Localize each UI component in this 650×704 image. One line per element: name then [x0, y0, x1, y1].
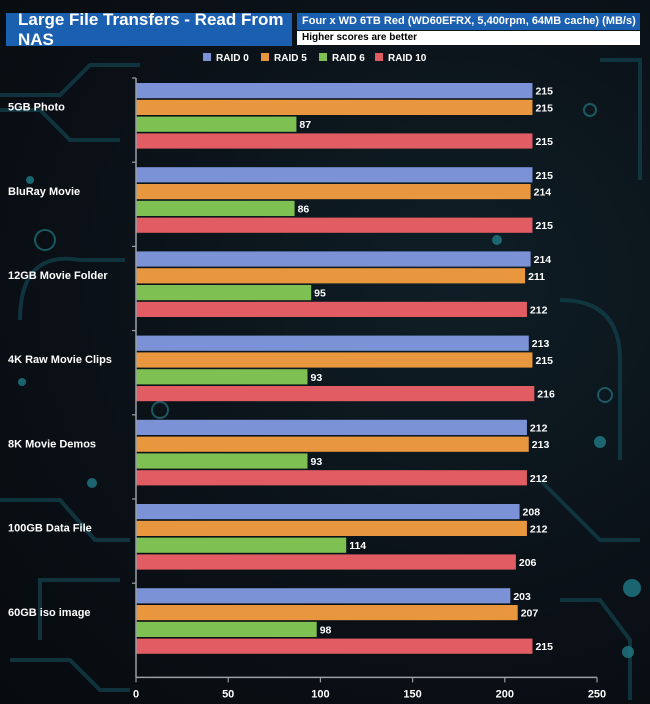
- bar-value-label: 206: [519, 557, 537, 569]
- bar-value-label: 207: [521, 608, 539, 620]
- bar-value-label: 212: [530, 422, 548, 434]
- bar: [136, 200, 295, 216]
- legend-swatch: [319, 53, 327, 61]
- chart-note: Higher scores are better: [297, 31, 640, 45]
- bar-value-label: 213: [532, 338, 550, 350]
- bar: [136, 99, 533, 115]
- bar-value-label: 215: [535, 170, 553, 182]
- category-label: 8K Movie Demos: [8, 438, 96, 450]
- bar-value-label: 215: [535, 641, 553, 653]
- subtitle-panel: Four x WD 6TB Red (WD60EFRX, 5,400rpm, 6…: [297, 13, 640, 46]
- bar-value-label: 215: [535, 220, 553, 232]
- bar: [136, 554, 516, 570]
- bar-value-label: 93: [310, 372, 322, 384]
- bar: [136, 116, 297, 132]
- bar-value-label: 213: [532, 439, 550, 451]
- bar-value-label: 93: [310, 456, 322, 468]
- bar-value-label: 212: [530, 473, 548, 485]
- chart-title: Large File Transfers - Read From NAS: [6, 10, 292, 49]
- bar: [136, 621, 317, 637]
- bar: [136, 419, 527, 435]
- x-tick-label: 100: [311, 688, 329, 700]
- bar: [136, 369, 308, 385]
- bar: [136, 453, 308, 469]
- x-tick-label: 250: [588, 688, 606, 700]
- bar-value-label: 114: [349, 540, 366, 552]
- x-tick-label: 0: [133, 688, 139, 700]
- legend-label: RAID 10: [388, 53, 427, 64]
- bar: [136, 386, 535, 402]
- category-label: 4K Raw Movie Clips: [8, 354, 112, 366]
- x-tick-label: 200: [496, 688, 514, 700]
- bar-value-label: 215: [535, 355, 553, 367]
- legend-label: RAID 0: [216, 53, 249, 64]
- category-label: 12GB Movie Folder: [8, 270, 108, 282]
- bar-value-label: 86: [298, 203, 310, 215]
- bar-value-label: 215: [535, 102, 553, 114]
- bar-value-label: 211: [528, 271, 545, 283]
- category-label: 5GB Photo: [8, 102, 65, 114]
- bar: [136, 588, 511, 604]
- bar: [136, 83, 533, 99]
- bar: [136, 638, 533, 654]
- bar-value-label: 208: [523, 507, 541, 519]
- bar-value-label: 212: [530, 523, 548, 535]
- bar-value-label: 95: [314, 288, 326, 300]
- legend-label: RAID 5: [274, 53, 307, 64]
- bar: [136, 268, 526, 284]
- bar: [136, 504, 520, 520]
- bar-value-label: 216: [537, 389, 555, 401]
- category-label: 60GB iso image: [8, 607, 91, 619]
- legend-swatch: [375, 53, 383, 61]
- bar: [136, 537, 347, 553]
- bar-value-label: 214: [534, 187, 552, 199]
- legend-swatch: [203, 53, 211, 61]
- category-label: 100GB Data File: [8, 523, 92, 535]
- bar: [136, 352, 533, 368]
- category-label: BluRay Movie: [8, 186, 80, 198]
- bar: [136, 167, 533, 183]
- bar: [136, 184, 531, 200]
- x-tick-label: 150: [403, 688, 421, 700]
- bar: [136, 251, 531, 267]
- legend-label: RAID 6: [332, 53, 365, 64]
- bar-value-label: 203: [513, 591, 531, 603]
- bar-value-label: 212: [530, 304, 548, 316]
- bar: [136, 520, 527, 536]
- bar: [136, 335, 529, 351]
- bar-value-label: 215: [535, 136, 553, 148]
- bar: [136, 285, 312, 301]
- chart-subtitle: Four x WD 6TB Red (WD60EFRX, 5,400rpm, 6…: [297, 13, 640, 30]
- legend-swatch: [261, 53, 269, 61]
- bar-value-label: 87: [299, 119, 311, 131]
- bar-value-label: 215: [535, 86, 553, 98]
- bar: [136, 217, 533, 233]
- bar: [136, 470, 527, 486]
- bar-value-label: 214: [534, 254, 552, 266]
- bar: [136, 436, 529, 452]
- x-tick-label: 50: [222, 688, 234, 700]
- bar: [136, 605, 518, 621]
- bar: [136, 133, 533, 149]
- bar-value-label: 98: [320, 624, 332, 636]
- bar: [136, 301, 527, 317]
